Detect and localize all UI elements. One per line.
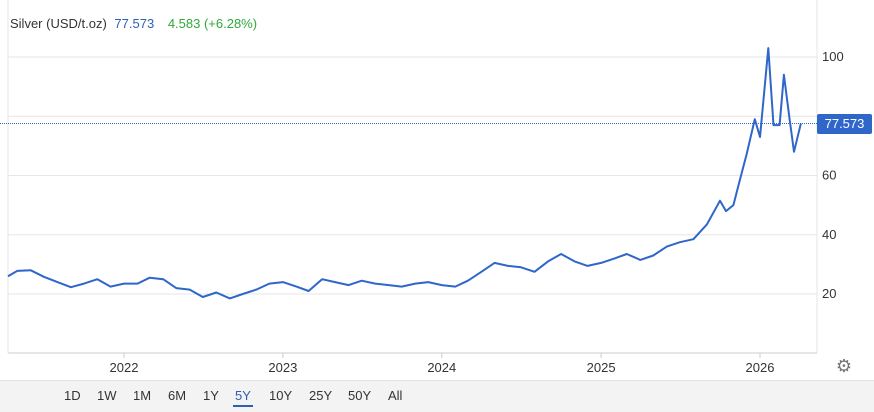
- y-axis: 20 40 60 100: [822, 49, 844, 301]
- range-1w[interactable]: 1W: [97, 388, 117, 403]
- x-tick-label-2025: 2025: [587, 360, 616, 375]
- y-tick-label-20: 20: [822, 286, 836, 301]
- gear-icon[interactable]: ⚙: [835, 356, 853, 377]
- y-tick-label-100: 100: [822, 49, 844, 64]
- price-change: 4.583 (+6.28%): [167, 16, 258, 31]
- chart-header: Silver (USD/t.oz) 77.573 4.583 (+6.28%): [10, 16, 257, 31]
- price-tag: 77.573: [817, 114, 872, 134]
- range-all[interactable]: All: [388, 388, 403, 403]
- range-1m[interactable]: 1M: [133, 388, 152, 403]
- y-tick-label-60: 60: [822, 168, 836, 183]
- y-tick-label-40: 40: [822, 227, 836, 242]
- chart-grid: [7, 0, 818, 354]
- x-tick-label-2026: 2026: [746, 360, 775, 375]
- range-25y[interactable]: 25Y: [309, 388, 333, 403]
- range-5y[interactable]: 5Y: [233, 388, 253, 407]
- range-selector: 1D 1W 1M 6M 1Y 5Y 10Y 25Y 50Y All: [0, 380, 874, 412]
- x-axis: 2022 2023 2024 2025 2026: [110, 353, 775, 375]
- range-1y[interactable]: 1Y: [203, 388, 219, 403]
- range-1d[interactable]: 1D: [64, 388, 81, 403]
- x-tick-label-2024: 2024: [427, 360, 456, 375]
- x-tick-label-2022: 2022: [110, 360, 139, 375]
- x-tick-label-2023: 2023: [268, 360, 297, 375]
- range-10y[interactable]: 10Y: [269, 388, 293, 403]
- current-price: 77.573: [114, 16, 155, 31]
- range-6m[interactable]: 6M: [168, 388, 187, 403]
- series-line-silver: [7, 47, 802, 300]
- range-50y[interactable]: 50Y: [348, 388, 372, 403]
- instrument-name: Silver (USD/t.oz): [10, 16, 107, 31]
